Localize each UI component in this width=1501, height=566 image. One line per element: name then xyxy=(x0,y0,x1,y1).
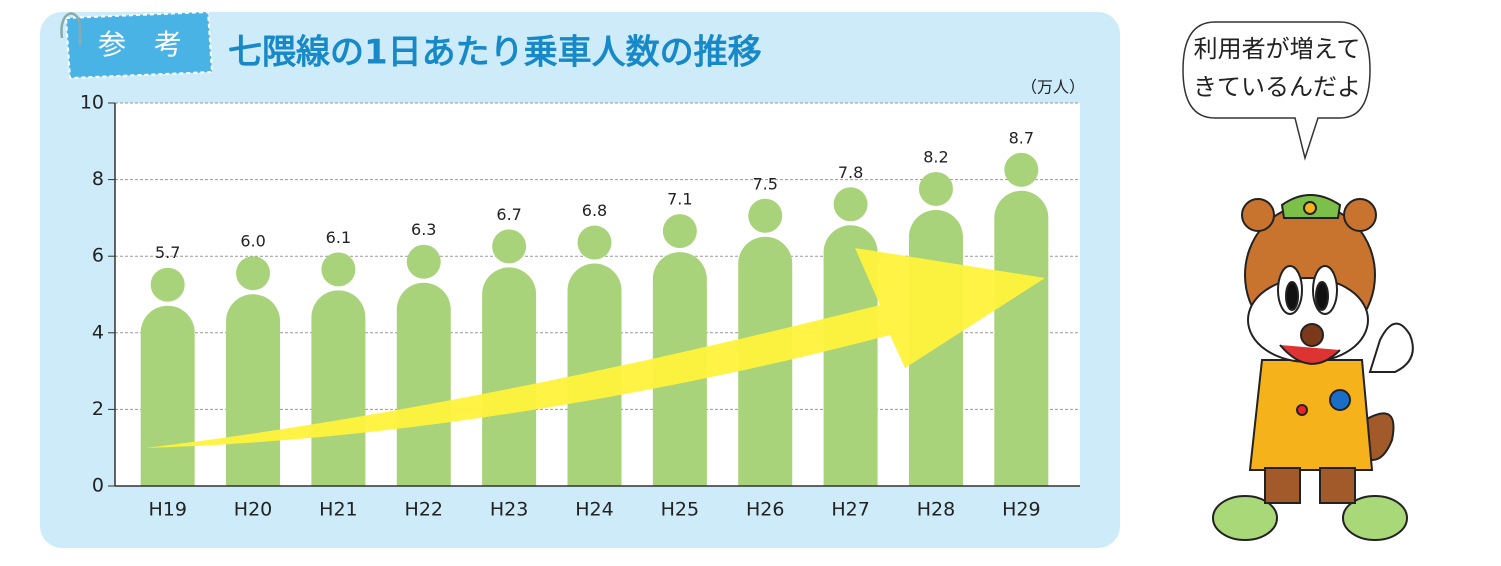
value-label: 5.7 xyxy=(155,243,180,262)
x-tick-label: H24 xyxy=(575,499,613,521)
y-tick-label: 0 xyxy=(92,475,104,497)
mascot xyxy=(1213,195,1413,540)
x-tick-label: H29 xyxy=(1002,499,1040,521)
x-tick-label: H19 xyxy=(148,499,186,521)
value-label: 8.7 xyxy=(1009,128,1034,147)
x-tick-label: H26 xyxy=(746,499,784,521)
x-tick-label: H22 xyxy=(405,499,443,521)
chart-title: 七隈線の1日あたり乗車人数の推移 xyxy=(228,33,762,73)
value-label: 6.8 xyxy=(582,201,607,220)
y-tick-label: 10 xyxy=(80,92,104,114)
value-label: 7.1 xyxy=(667,190,692,209)
y-tick-label: 8 xyxy=(92,168,104,190)
value-label: 6.7 xyxy=(496,205,521,224)
y-tick-label: 6 xyxy=(92,245,104,267)
unit-label: （万人） xyxy=(1021,78,1085,97)
x-tick-label: H21 xyxy=(319,499,357,521)
x-tick-label: H20 xyxy=(234,499,272,521)
x-tick-label: H28 xyxy=(917,499,955,521)
value-label: 6.1 xyxy=(326,228,351,247)
value-label: 6.0 xyxy=(240,232,265,251)
badge-text: 参 考 xyxy=(98,28,182,61)
bar xyxy=(994,153,1048,486)
speech-text: きているんだよ xyxy=(1193,73,1361,101)
x-tick-label: H27 xyxy=(831,499,869,521)
value-label: 7.8 xyxy=(838,163,863,182)
value-label: 7.5 xyxy=(753,174,778,193)
chart: 0 2 4 6 8 10 H19 5.7 H20 6.0 H21 6.1 H22 6.3 H23 6.7 H24… xyxy=(0,0,1501,562)
y-tick-label: 4 xyxy=(92,321,104,343)
value-label: 6.3 xyxy=(411,220,436,239)
y-tick-label: 2 xyxy=(92,398,104,420)
x-tick-label: H25 xyxy=(661,499,699,521)
speech-text: 利用者が増えて xyxy=(1194,35,1361,63)
value-label: 8.2 xyxy=(923,147,948,166)
x-tick-label: H23 xyxy=(490,499,528,521)
